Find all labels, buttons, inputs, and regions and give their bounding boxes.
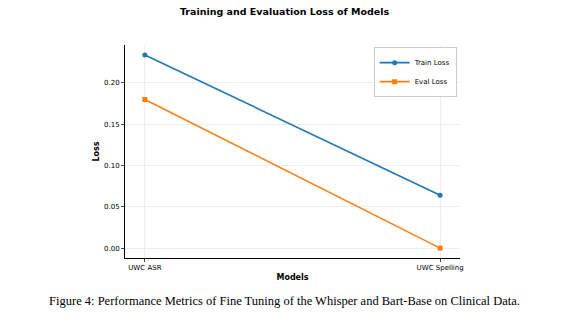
svg-text:Training and Evaluation Loss o: Training and Evaluation Loss of Models — [180, 6, 390, 17]
svg-text:UWC ASR: UWC ASR — [128, 264, 161, 272]
svg-text:Models: Models — [276, 273, 308, 282]
svg-text:Loss: Loss — [92, 141, 101, 161]
svg-text:0.00: 0.00 — [104, 245, 120, 253]
svg-text:0.15: 0.15 — [104, 121, 120, 129]
svg-text:0.20: 0.20 — [104, 79, 120, 87]
svg-text:0.10: 0.10 — [104, 162, 120, 170]
html-text:Figure 4: Performance Metrics: Figure 4: Performance Metrics of Fine Tu… — [49, 294, 520, 308]
svg-text:UWC Spelling: UWC Spelling — [417, 264, 464, 272]
svg-text:Train Loss: Train Loss — [414, 59, 450, 67]
svg-text:0.05: 0.05 — [104, 203, 120, 211]
svg-text:Eval Loss: Eval Loss — [415, 78, 448, 86]
